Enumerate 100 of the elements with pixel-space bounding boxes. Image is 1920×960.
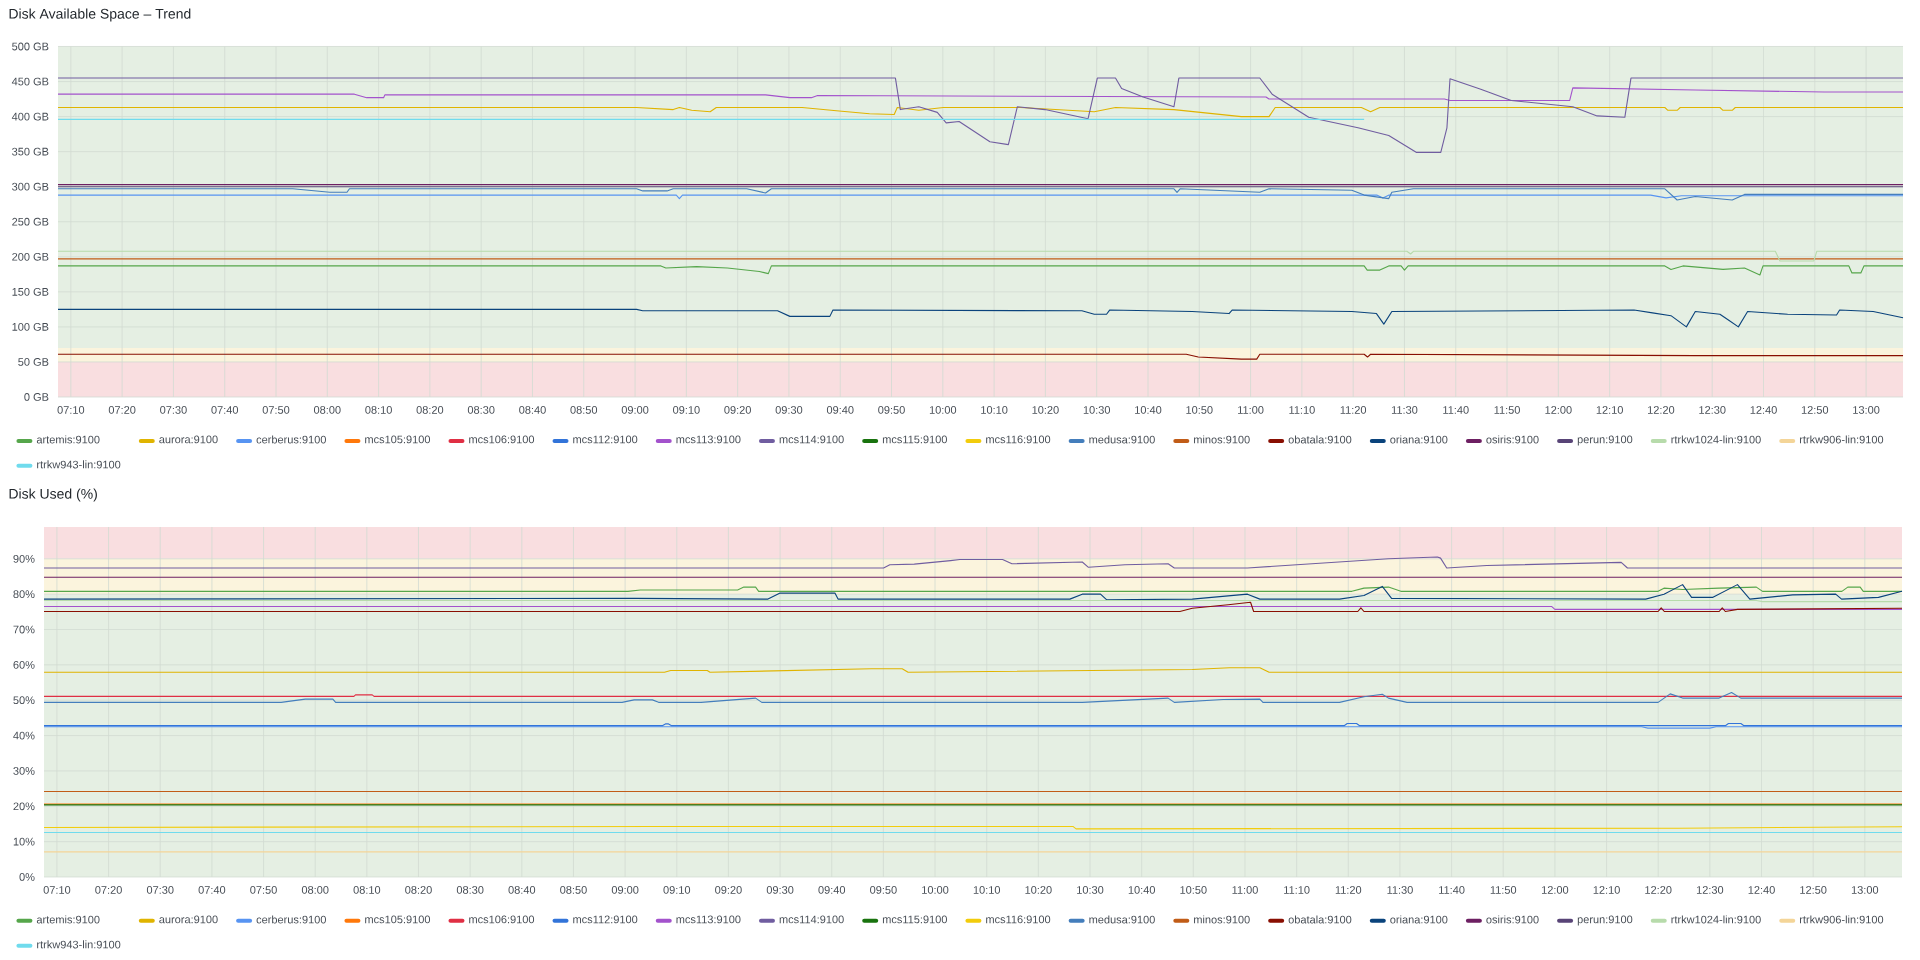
x-tick-label: 08:30 [467, 406, 495, 414]
y-tick-label: 400 GB [11, 112, 49, 121]
x-tick-label: 08:10 [353, 886, 381, 894]
x-tick-label: 11:50 [1490, 886, 1517, 894]
x-tick-label: 09:00 [611, 886, 639, 894]
legend-label: oriana:9100 [1390, 435, 1448, 444]
x-tick-label: 09:20 [715, 886, 742, 894]
y-tick-label: 10% [13, 837, 35, 846]
x-tick-label: 08:50 [570, 406, 598, 414]
y-tick-label: 40% [13, 731, 35, 740]
x-tick-label: 10:50 [1180, 886, 1207, 894]
x-tick-label: 08:00 [301, 886, 329, 894]
y-tick-label: 20% [13, 802, 35, 811]
legend-label: mcs106:9100 [469, 435, 535, 444]
x-tick-label: 10:10 [981, 406, 1008, 414]
legend-label: mcs105:9100 [365, 435, 431, 444]
x-tick-label: 09:30 [766, 886, 794, 894]
legend-label: perun:9100 [1577, 915, 1633, 926]
x-tick-label: 08:30 [456, 886, 484, 894]
legend-label: rtrkw906-lin:9100 [1799, 915, 1884, 924]
y-tick-label: 50% [13, 696, 35, 705]
x-tick-label: 07:20 [95, 886, 122, 894]
x-tick-label: 12:20 [1645, 886, 1672, 894]
x-tick-label: 07:40 [211, 406, 239, 414]
y-tick-label: 450 GB [11, 77, 49, 86]
x-tick-label: 12:10 [1593, 886, 1620, 894]
x-tick-label: 10:30 [1077, 886, 1104, 894]
legend-label: perun:9100 [1577, 435, 1633, 446]
legend-label: mcs116:9100 [986, 435, 1051, 444]
x-tick-label: 12:20 [1648, 406, 1675, 414]
x-tick-label: 07:30 [146, 886, 174, 894]
x-tick-label: 11:20 [1335, 886, 1362, 894]
legend-label: artemis:9100 [36, 915, 100, 924]
x-tick-label: 08:20 [416, 406, 444, 414]
legend-label: aurora:9100 [159, 435, 218, 444]
x-tick-label: 09:30 [775, 406, 803, 414]
x-tick-label: 12:40 [1748, 886, 1775, 894]
x-tick-label: 11:10 [1289, 406, 1315, 414]
legend-label: mcs112:9100 [573, 915, 638, 924]
legend-label: medusa:9100 [1089, 435, 1155, 444]
y-tick-label: 90% [13, 554, 35, 563]
legend-label: rtrkw906-lin:9100 [1799, 435, 1884, 444]
legend-label: mcs112:9100 [573, 435, 638, 444]
legend-label: cerberus:9100 [256, 435, 326, 444]
x-tick-label: 11:40 [1439, 886, 1465, 894]
x-tick-label: 08:00 [313, 406, 341, 414]
x-tick-label: 10:20 [1032, 406, 1059, 414]
x-tick-label: 07:10 [43, 886, 71, 894]
x-tick-label: 10:00 [929, 406, 957, 414]
legend-label: medusa:9100 [1089, 915, 1155, 924]
y-tick-label: 300 GB [12, 182, 49, 191]
legend-label: oriana:9100 [1390, 915, 1448, 924]
x-tick-label: 12:00 [1545, 406, 1572, 414]
legend-label: aurora:9100 [159, 915, 218, 924]
x-tick-label: 08:10 [365, 406, 392, 414]
x-tick-label: 07:30 [160, 406, 187, 414]
legend-label: rtrkw943-lin:9100 [37, 940, 121, 949]
x-tick-label: 09:10 [673, 406, 700, 414]
y-tick-label: 80% [13, 590, 35, 599]
x-tick-label: 08:50 [560, 886, 587, 894]
x-tick-label: 10:50 [1186, 406, 1213, 414]
legend-label: obatala:9100 [1288, 915, 1352, 924]
y-tick-label: 150 GB [12, 287, 49, 296]
x-tick-label: 13:00 [1853, 406, 1880, 414]
x-tick-label: 10:40 [1135, 406, 1162, 414]
x-tick-label: 09:50 [878, 406, 905, 414]
x-tick-label: 08:40 [508, 886, 536, 894]
legend-label: cerberus:9100 [256, 915, 326, 924]
legend-label: osiris:9100 [1486, 915, 1539, 924]
y-tick-label: 30% [13, 767, 35, 775]
x-tick-label: 11:50 [1494, 406, 1520, 414]
legend-label: mcs115:9100 [882, 435, 947, 444]
legend-label: rtrkw1024-lin:9100 [1671, 915, 1761, 924]
x-tick-label: 12:10 [1596, 406, 1623, 414]
x-tick-label: 09:40 [818, 886, 846, 894]
x-tick-label: 07:50 [250, 886, 277, 894]
y-tick-label: 200 GB [12, 252, 49, 261]
legend-label: rtrkw1024-lin:9100 [1671, 435, 1761, 444]
x-tick-label: 09:00 [621, 406, 649, 414]
legend-label: osiris:9100 [1486, 435, 1539, 444]
legend-label: rtrkw943-lin:9100 [37, 460, 121, 469]
x-tick-label: 07:20 [108, 406, 136, 414]
x-tick-label: 11:00 [1238, 406, 1264, 414]
chart-title: Disk Available Space – Trend [9, 8, 191, 22]
x-tick-label: 11:20 [1340, 406, 1367, 414]
x-tick-label: 09:40 [826, 406, 854, 414]
x-tick-label: 12:30 [1699, 406, 1726, 414]
y-tick-label: 50 GB [18, 358, 49, 366]
x-tick-label: 12:50 [1801, 406, 1829, 414]
x-tick-label: 12:50 [1800, 886, 1827, 894]
y-tick-label: 350 GB [12, 147, 49, 156]
x-tick-label: 11:00 [1232, 886, 1258, 894]
y-tick-label: 100 GB [12, 322, 49, 331]
x-tick-label: 08:40 [519, 406, 546, 414]
x-tick-label: 07:50 [262, 406, 290, 414]
chart-title: Disk Used (%) [9, 488, 97, 502]
legend-label: mcs105:9100 [365, 915, 431, 924]
x-tick-label: 08:20 [405, 886, 432, 894]
x-tick-label: 12:30 [1696, 886, 1724, 894]
legend-label: mcs116:9100 [986, 915, 1051, 924]
